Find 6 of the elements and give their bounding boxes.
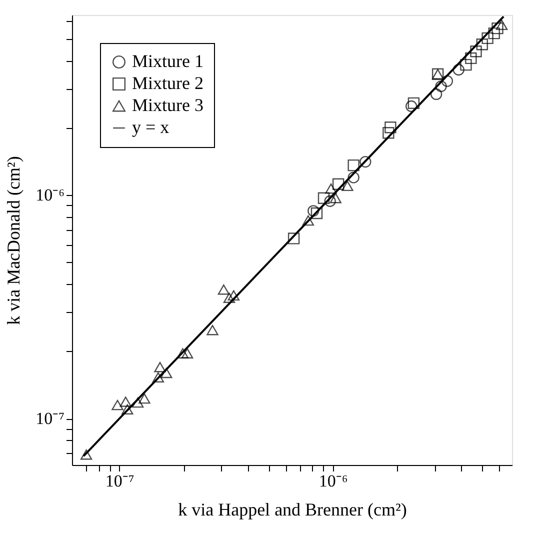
x-axis-title: k via Happel and Brenner (cm²) [178, 500, 407, 520]
legend-label: Mixture 3 [132, 95, 204, 115]
legend-label: Mixture 2 [132, 73, 204, 93]
y-axis-title: k via MacDonald (cm²) [4, 156, 24, 325]
legend-label: y = x [132, 117, 170, 137]
legend-label: Mixture 1 [132, 51, 204, 71]
